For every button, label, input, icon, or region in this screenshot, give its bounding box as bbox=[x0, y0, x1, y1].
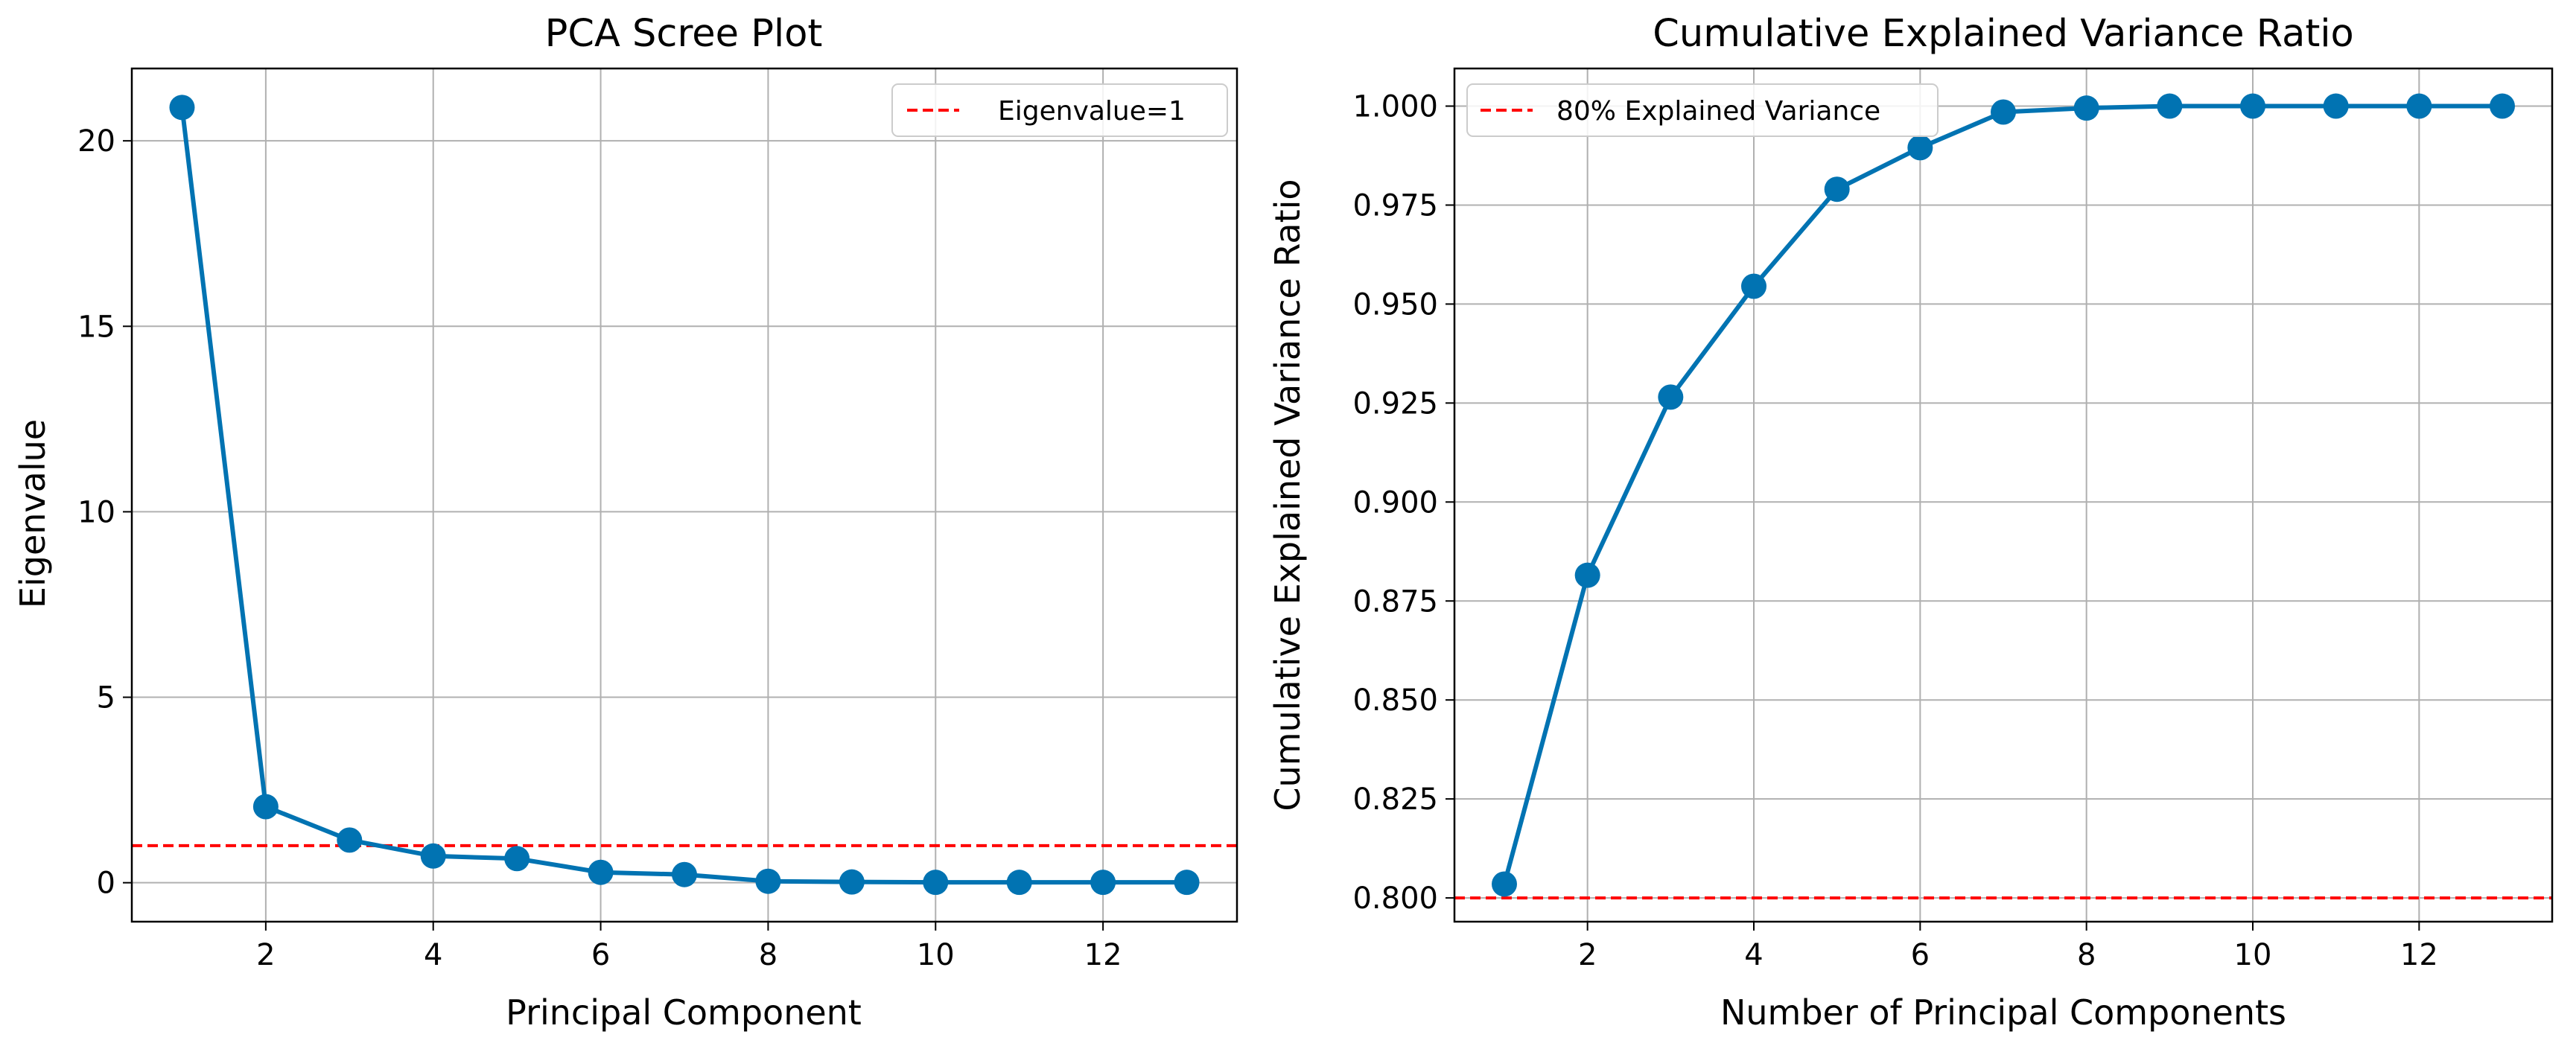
y-tick-label: 20 bbox=[77, 124, 115, 159]
data-point bbox=[169, 95, 195, 121]
data-point bbox=[504, 846, 530, 872]
y-tick-label: 0 bbox=[97, 867, 115, 901]
data-point bbox=[588, 859, 614, 885]
y-axis-label: Cumulative Explained Variance Ratio bbox=[1268, 179, 1308, 811]
y-tick-label: 10 bbox=[77, 495, 115, 529]
x-tick-label: 12 bbox=[2400, 938, 2438, 972]
data-point bbox=[2490, 93, 2515, 119]
series-line bbox=[179, 106, 1187, 885]
data-point bbox=[1824, 176, 1850, 202]
y-tick-label: 0.800 bbox=[1352, 881, 1438, 916]
data-point bbox=[1006, 870, 1032, 896]
data-point bbox=[755, 868, 781, 894]
y-tick-label: 0.900 bbox=[1352, 485, 1438, 520]
data-point bbox=[1658, 384, 1684, 410]
y-axis-label: Eigenvalue bbox=[13, 419, 53, 608]
data-point bbox=[923, 870, 949, 896]
legend: Eigenvalue=1 bbox=[891, 83, 1228, 137]
x-axis-label: Principal Component bbox=[506, 992, 862, 1033]
data-point bbox=[1574, 562, 1600, 588]
x-tick-label: 6 bbox=[1911, 938, 1930, 972]
data-point bbox=[1090, 870, 1116, 896]
plot-frame bbox=[130, 67, 1238, 923]
data-point bbox=[2406, 93, 2432, 119]
data-point bbox=[1174, 870, 1200, 896]
data-point bbox=[252, 794, 279, 820]
grid bbox=[1454, 68, 2552, 922]
data-point bbox=[1907, 135, 1933, 161]
x-tick-label: 10 bbox=[2234, 938, 2272, 972]
y-tick-label: 0.925 bbox=[1352, 386, 1438, 421]
data-point bbox=[2240, 93, 2265, 119]
legend-box bbox=[1466, 83, 1939, 137]
data-point bbox=[337, 827, 363, 853]
y-tick-label: 1.000 bbox=[1352, 90, 1438, 124]
legend-entry: Eigenvalue=1 bbox=[998, 96, 1186, 127]
x-axis-label: Number of Principal Components bbox=[1720, 992, 2286, 1033]
x-tick-label: 10 bbox=[917, 938, 955, 972]
chart-title: Cumulative Explained Variance Ratio bbox=[1653, 12, 2353, 56]
data-point bbox=[2323, 93, 2349, 119]
tick-labels: 2 4 6 8 10 12 0.800 0.825 0.850 0.875 0.900 0.925 0.… bbox=[1352, 90, 2437, 972]
x-tick-label: 2 bbox=[256, 938, 275, 972]
y-tick-label: 0.850 bbox=[1352, 683, 1438, 718]
legend-entry: 80% Explained Variance bbox=[1556, 96, 1880, 127]
x-tick-label: 8 bbox=[759, 938, 777, 972]
tick-labels: 2 4 6 8 10 12 0 5 10 15 20 bbox=[77, 124, 1122, 972]
data-point bbox=[2157, 93, 2183, 119]
y-tick-label: 5 bbox=[97, 681, 115, 715]
series-line bbox=[1502, 103, 2502, 885]
x-tick-label: 2 bbox=[1578, 938, 1597, 972]
y-tick-label: 0.975 bbox=[1352, 188, 1438, 223]
data-point bbox=[1741, 273, 1766, 299]
y-tick-label: 0.825 bbox=[1352, 782, 1438, 817]
data-point bbox=[1991, 99, 2016, 125]
scree-plot-chart: PCA Scree Plot 2 4 6 8 10 12 0 5 10 15 20 Principa… bbox=[13, 12, 1238, 1033]
data-series bbox=[1492, 93, 2515, 897]
cumulative-variance-chart: Cumulative Explained Variance Ratio 2 4 6 8… bbox=[1268, 12, 2554, 1033]
data-point bbox=[839, 869, 865, 895]
chart-title: PCA Scree Plot bbox=[545, 12, 823, 56]
y-tick-label: 15 bbox=[77, 310, 115, 344]
y-tick-label: 0.875 bbox=[1352, 584, 1438, 619]
x-tick-label: 6 bbox=[591, 938, 610, 972]
data-point bbox=[672, 861, 697, 887]
x-tick-label: 8 bbox=[2077, 938, 2096, 972]
x-tick-label: 12 bbox=[1084, 938, 1122, 972]
x-tick-label: 4 bbox=[1744, 938, 1763, 972]
grid bbox=[132, 68, 1237, 922]
legend-box bbox=[891, 83, 1228, 137]
plot-frame bbox=[1453, 67, 2554, 923]
data-point bbox=[2073, 95, 2099, 121]
data-point bbox=[1492, 871, 1517, 897]
y-tick-label: 0.950 bbox=[1352, 287, 1438, 322]
x-tick-label: 4 bbox=[424, 938, 442, 972]
data-series bbox=[169, 95, 1200, 896]
legend: 80% Explained Variance bbox=[1466, 83, 1939, 137]
data-point bbox=[420, 843, 446, 869]
